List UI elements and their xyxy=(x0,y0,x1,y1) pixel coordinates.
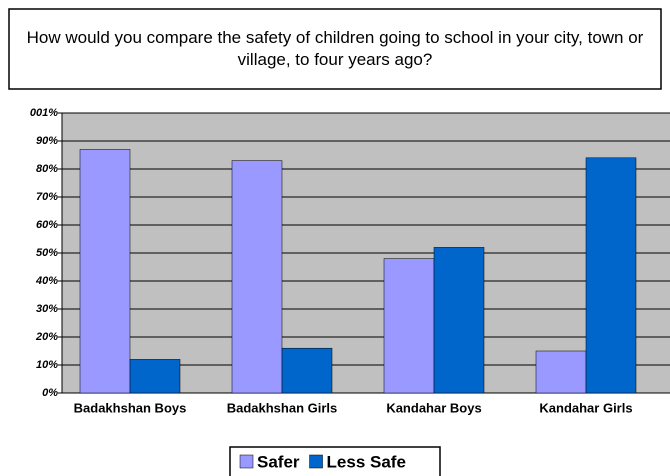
legend-swatch xyxy=(309,454,323,469)
y-tick-label: 0% xyxy=(42,387,58,399)
y-tick-label: 10% xyxy=(36,359,58,371)
bar xyxy=(433,247,485,394)
y-tick-label: 001% xyxy=(30,107,58,119)
bar xyxy=(79,149,131,394)
x-tick-label: Badakhshan Boys xyxy=(74,400,187,415)
y-tick-label: 70% xyxy=(36,191,58,203)
bar xyxy=(535,350,587,394)
chart-title: How would you compare the safety of chil… xyxy=(26,28,644,69)
title-holder: How would you compare the safety of chil… xyxy=(26,28,644,69)
y-tick-label: 80% xyxy=(36,163,58,175)
bar xyxy=(281,347,333,394)
legend-label: Less Safe xyxy=(327,452,406,471)
y-tick-label: 30% xyxy=(36,303,58,315)
bar xyxy=(231,160,283,394)
bar xyxy=(383,258,435,394)
legend-swatch xyxy=(239,454,254,469)
x-tick-label: Badakhshan Girls xyxy=(227,400,338,415)
y-tick-label: 40% xyxy=(35,275,58,287)
x-tick-label: Kandahar Girls xyxy=(539,400,632,415)
bar xyxy=(585,157,637,394)
y-tick-label: 20% xyxy=(35,331,58,343)
legend-label: Safer xyxy=(257,452,300,471)
title-box xyxy=(8,8,662,90)
bar xyxy=(129,359,181,394)
legend-box xyxy=(229,446,441,476)
y-tick-label: 90% xyxy=(36,135,58,147)
y-tick-label: 50% xyxy=(36,247,58,259)
x-tick-label: Kandahar Boys xyxy=(386,400,481,415)
y-tick-label: 60% xyxy=(36,219,58,231)
